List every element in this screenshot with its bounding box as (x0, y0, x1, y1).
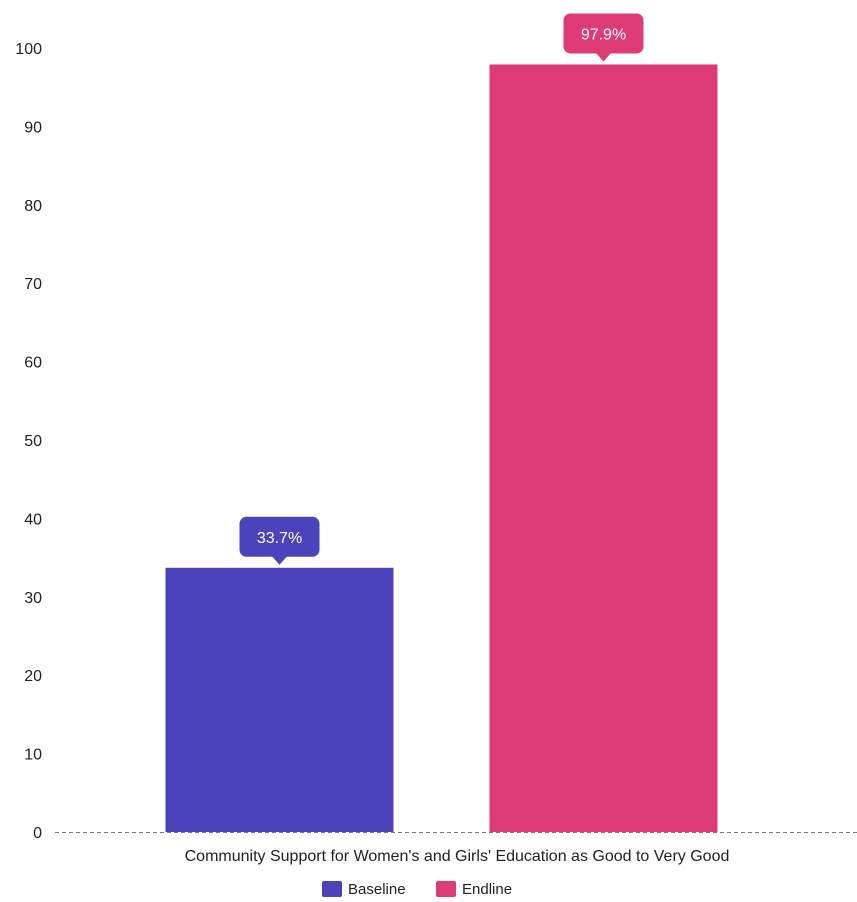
y-tick-label: 40 (24, 511, 42, 528)
y-tick-label: 60 (24, 355, 42, 372)
legend: Baseline Endline (322, 881, 512, 898)
y-tick-label: 80 (24, 198, 42, 215)
y-axis: 0 10 20 30 40 50 60 70 80 90 100 (15, 41, 42, 842)
legend-swatch-baseline[interactable] (322, 881, 342, 897)
y-tick-label: 70 (24, 276, 42, 293)
bar-baseline[interactable] (165, 567, 394, 832)
legend-label-baseline[interactable]: Baseline (348, 881, 406, 898)
y-tick-label: 20 (24, 668, 42, 685)
x-category-label: Community Support for Women's and Girls'… (185, 848, 730, 865)
y-tick-label: 10 (24, 747, 42, 764)
legend-swatch-endline[interactable] (436, 881, 456, 897)
y-tick-label: 30 (24, 590, 42, 607)
y-tick-label: 50 (24, 433, 42, 450)
data-label-pointer (271, 555, 288, 565)
y-tick-label: 0 (33, 825, 42, 842)
y-tick-label: 100 (15, 41, 42, 58)
bar-endline[interactable] (489, 64, 718, 833)
data-label-text: 33.7% (257, 530, 302, 547)
y-tick-label: 90 (24, 119, 42, 136)
data-label-endline: 97.9% (563, 13, 644, 62)
data-label-baseline: 33.7% (239, 516, 320, 565)
data-label-bubble (563, 13, 644, 54)
data-label-text: 97.9% (581, 26, 626, 43)
data-label-bubble (239, 516, 320, 557)
legend-label-endline[interactable]: Endline (462, 881, 512, 898)
bars (165, 64, 718, 833)
data-label-pointer (595, 52, 612, 62)
data-labels: 33.7% 97.9% (239, 13, 644, 565)
